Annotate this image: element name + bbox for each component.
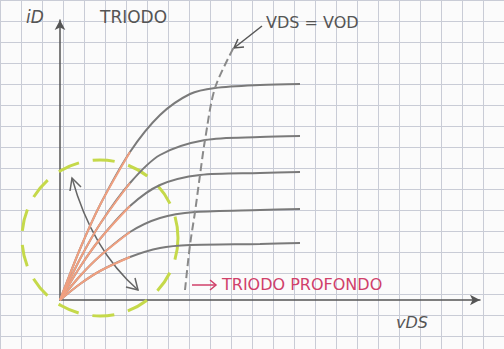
svg-text:vDS: vDS (396, 313, 428, 332)
svg-text:iD: iD (26, 7, 44, 27)
svg-text:VDS = VOD: VDS = VOD (266, 13, 359, 32)
svg-text:TRIODO PROFONDO: TRIODO PROFONDO (221, 275, 382, 294)
svg-text:TRIODO: TRIODO (99, 7, 167, 27)
